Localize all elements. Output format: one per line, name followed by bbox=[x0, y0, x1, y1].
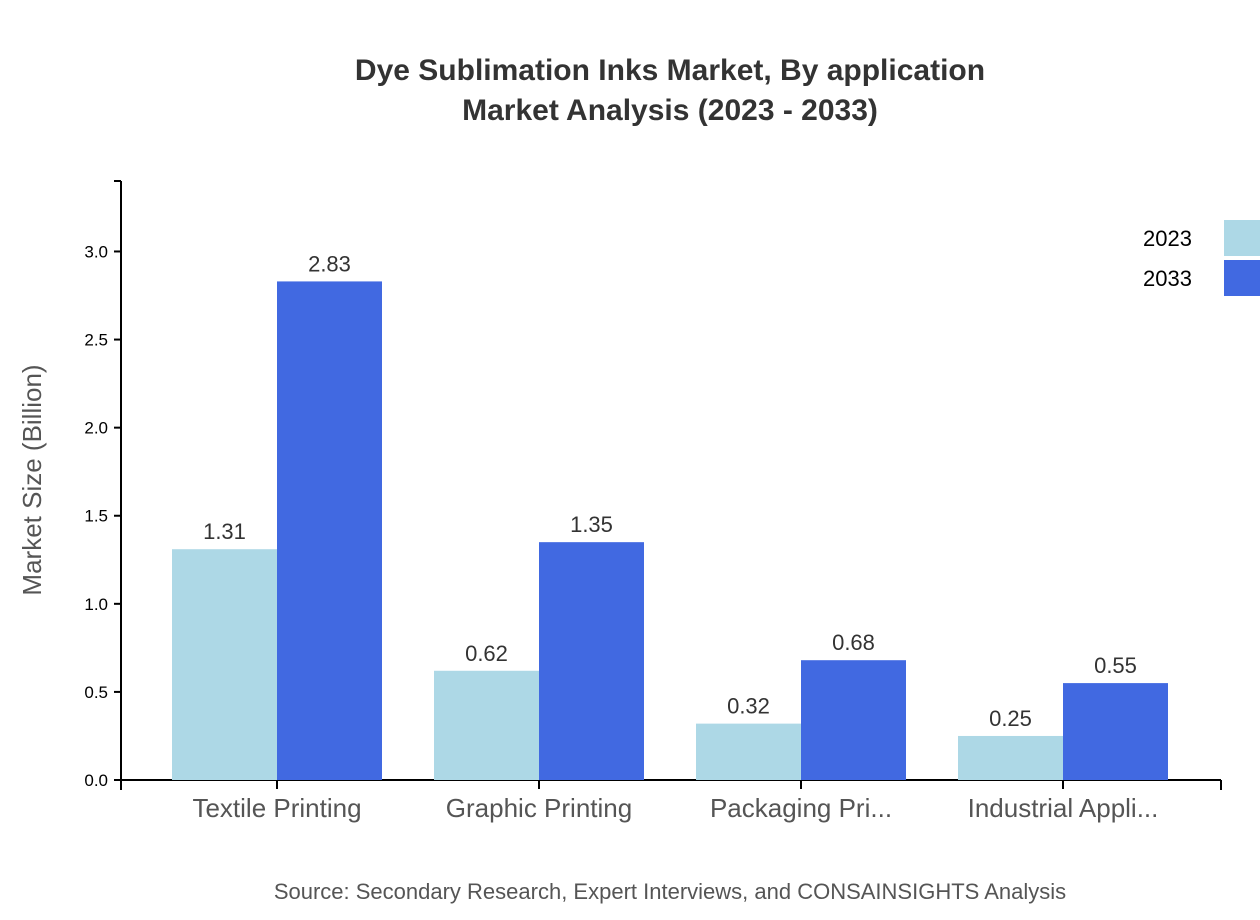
data-label: 0.55 bbox=[1094, 653, 1137, 678]
y-tick-label: 1.5 bbox=[84, 507, 108, 526]
x-tick-label: Industrial Appli... bbox=[968, 793, 1159, 823]
legend-label: 2023 bbox=[1143, 226, 1192, 251]
x-tick-label: Graphic Printing bbox=[446, 793, 632, 823]
data-label: 0.62 bbox=[465, 641, 508, 666]
data-label: 2.83 bbox=[308, 251, 351, 276]
y-axis-label: Market Size (Billion) bbox=[17, 364, 47, 595]
y-tick-label: 2.0 bbox=[84, 419, 108, 438]
chart-title-line-2: Market Analysis (2023 - 2033) bbox=[462, 94, 878, 127]
bar-2033 bbox=[801, 660, 906, 780]
bar-2023 bbox=[172, 549, 277, 780]
x-tick-label: Packaging Pri... bbox=[710, 793, 892, 823]
data-label: 1.31 bbox=[203, 519, 246, 544]
chart-title-line-1: Dye Sublimation Inks Market, By applicat… bbox=[355, 54, 985, 87]
y-tick-label: 2.5 bbox=[84, 331, 108, 350]
bar-2023 bbox=[434, 670, 539, 780]
y-tick-label: 1.0 bbox=[84, 595, 108, 614]
bar-2033 bbox=[277, 281, 382, 780]
data-label: 1.35 bbox=[570, 512, 613, 537]
x-tick-label: Textile Printing bbox=[192, 793, 361, 823]
source-note: Source: Secondary Research, Expert Inter… bbox=[274, 879, 1066, 904]
bars: 1.31 2.83 0.62 1.35 0.32 0.68 0.25 0.55 bbox=[172, 251, 1168, 780]
y-tick-label: 0.0 bbox=[84, 771, 108, 790]
bar-2023 bbox=[958, 735, 1063, 780]
legend-label: 2033 bbox=[1143, 266, 1192, 291]
data-label: 0.68 bbox=[832, 630, 875, 655]
data-label: 0.32 bbox=[727, 694, 770, 719]
legend: 2023 2033 bbox=[1143, 220, 1260, 296]
y-tick-label: 3.0 bbox=[84, 242, 108, 261]
y-tick-label: 0.5 bbox=[84, 683, 108, 702]
bar-2033 bbox=[1063, 683, 1168, 780]
legend-swatch bbox=[1224, 260, 1260, 296]
legend-swatch bbox=[1224, 220, 1260, 256]
y-axis: 0.0 0.5 1.0 1.5 2.0 2.5 3.0 bbox=[84, 180, 122, 790]
data-label: 0.25 bbox=[989, 706, 1032, 731]
x-axis: Textile Printing Graphic Printing Packagin… bbox=[120, 779, 1222, 823]
bar-2023 bbox=[696, 723, 801, 780]
bar-2033 bbox=[539, 542, 644, 780]
